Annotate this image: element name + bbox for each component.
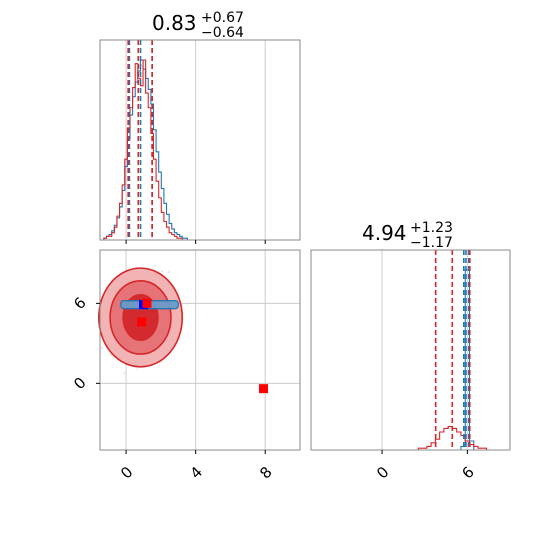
param2-xtick-label-1: 6: [458, 463, 477, 482]
joint-frame: [99, 249, 301, 451]
param2-marginal-frame: [310, 249, 511, 451]
joint-truth-marker-3: [258, 384, 268, 394]
param1-hist-series-1: [101, 59, 196, 241]
joint-xtick-label-2: 8: [256, 463, 275, 482]
param2-quantile-lines: [434, 250, 471, 450]
param2-xtick-label-0: 0: [373, 463, 392, 482]
param1-title-upper: +0.67: [201, 10, 244, 26]
panel-param1-marginal: 0.83 +0.67 −0.64: [99, 10, 301, 244]
joint-sample-dot: [167, 271, 170, 274]
joint-truth-marker-1: [142, 298, 152, 308]
panel-param1-vs-param2: 0 4 8 0 6: [70, 249, 301, 482]
param1-quantile-lines: [127, 40, 153, 240]
param1-hist-series-0: [101, 59, 196, 241]
joint-xtick-label-1: 4: [187, 463, 206, 482]
param1-ticks: [125, 240, 266, 244]
joint-ytick-label-0: 0: [70, 374, 89, 393]
joint-sample-dot: [123, 372, 126, 375]
joint-sample-dot: [101, 347, 103, 350]
param2-title-lower: −1.17: [410, 235, 453, 251]
param2-title-upper: +1.23: [410, 220, 453, 236]
param2-gridlines: [381, 250, 468, 450]
param1-title-value: 0.83: [152, 11, 197, 35]
joint-truth-marker-2: [137, 317, 147, 327]
joint-sample-dot: [160, 270, 163, 273]
param1-title-lower: −0.64: [201, 25, 244, 41]
param1-marginal-frame: [99, 39, 301, 241]
joint-truth-markers: [137, 298, 268, 394]
param2-title-value: 4.94: [362, 221, 407, 245]
joint-ytick-label-1: 6: [70, 294, 89, 313]
param1-histograms: [101, 59, 196, 241]
param1-gridlines: [125, 40, 266, 240]
joint-contours: [97, 267, 184, 368]
joint-xtick-label-0: 0: [117, 463, 136, 482]
